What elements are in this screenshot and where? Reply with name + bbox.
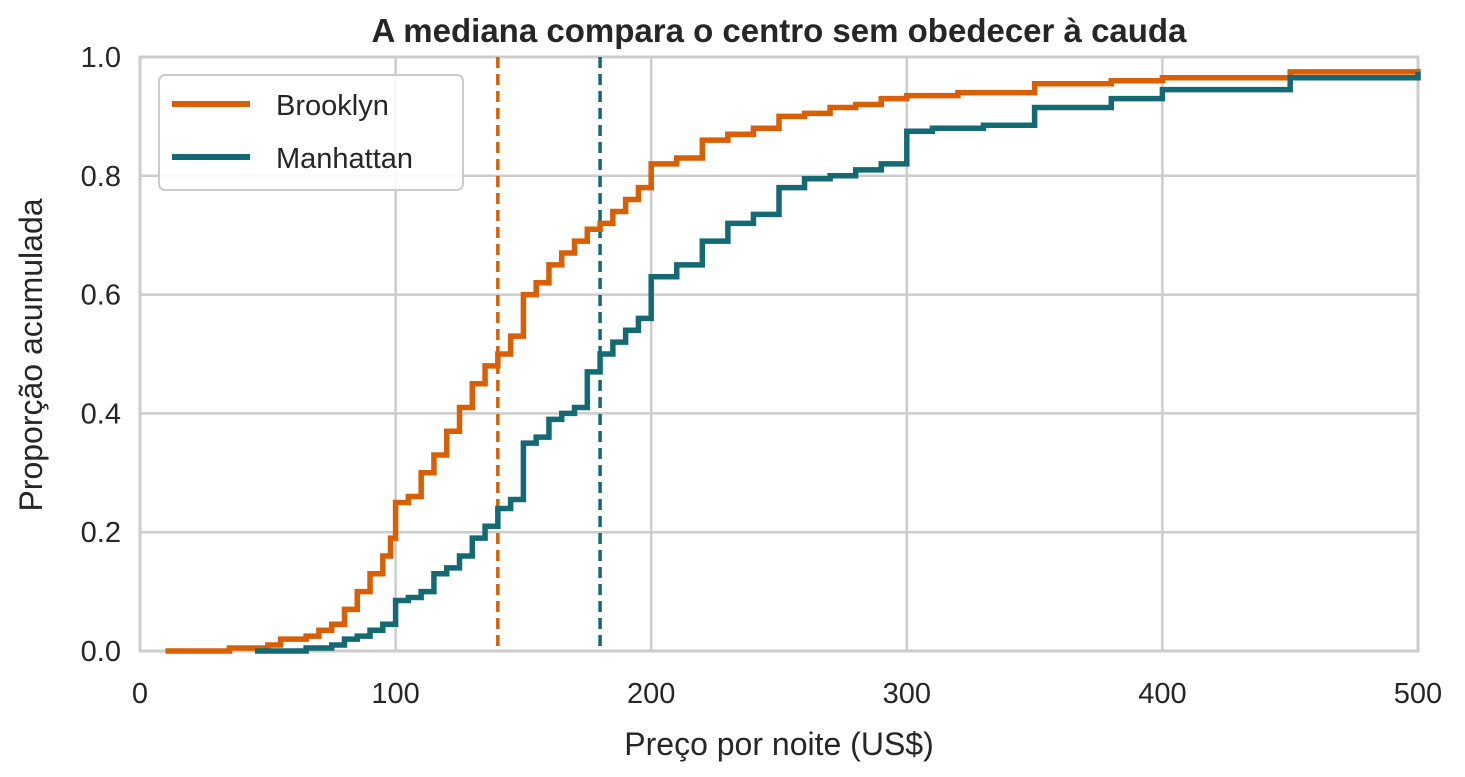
legend: Brooklyn Manhattan (158, 74, 464, 191)
x-tick-label: 400 (1138, 678, 1186, 710)
y-tick-label: 0.6 (81, 280, 121, 312)
y-axis-label: Proporção acumulada (13, 198, 49, 511)
x-tick-label: 200 (627, 678, 675, 710)
x-axis-label: Preço por noite (US$) (624, 726, 933, 762)
legend-label-brooklyn: Brooklyn (276, 90, 389, 122)
x-tick-label: 100 (371, 678, 419, 710)
series-line-brooklyn (165, 68, 1421, 654)
y-tick-label: 0.4 (81, 398, 121, 430)
series-lines (165, 68, 1421, 654)
plot-frame (138, 55, 1420, 653)
y-tick-label: 0.2 (81, 517, 121, 549)
x-tick-label: 500 (1394, 678, 1442, 710)
plot-border (138, 55, 1420, 653)
x-tick-label: 0 (132, 678, 148, 710)
y-tick-labels: 0.0 0.2 0.4 0.6 0.8 1.0 (81, 42, 121, 668)
legend-label-manhattan: Manhattan (276, 143, 413, 175)
y-tick-label: 1.0 (81, 42, 121, 74)
x-tick-labels: 0 100 200 300 400 500 (132, 678, 1442, 710)
y-tick-label: 0.8 (81, 161, 121, 193)
series-line-manhattan (255, 71, 1421, 654)
y-tick-label: 0.0 (81, 636, 121, 668)
x-tick-label: 300 (883, 678, 931, 710)
chart-title: A mediana compara o centro sem obedecer … (372, 12, 1188, 49)
